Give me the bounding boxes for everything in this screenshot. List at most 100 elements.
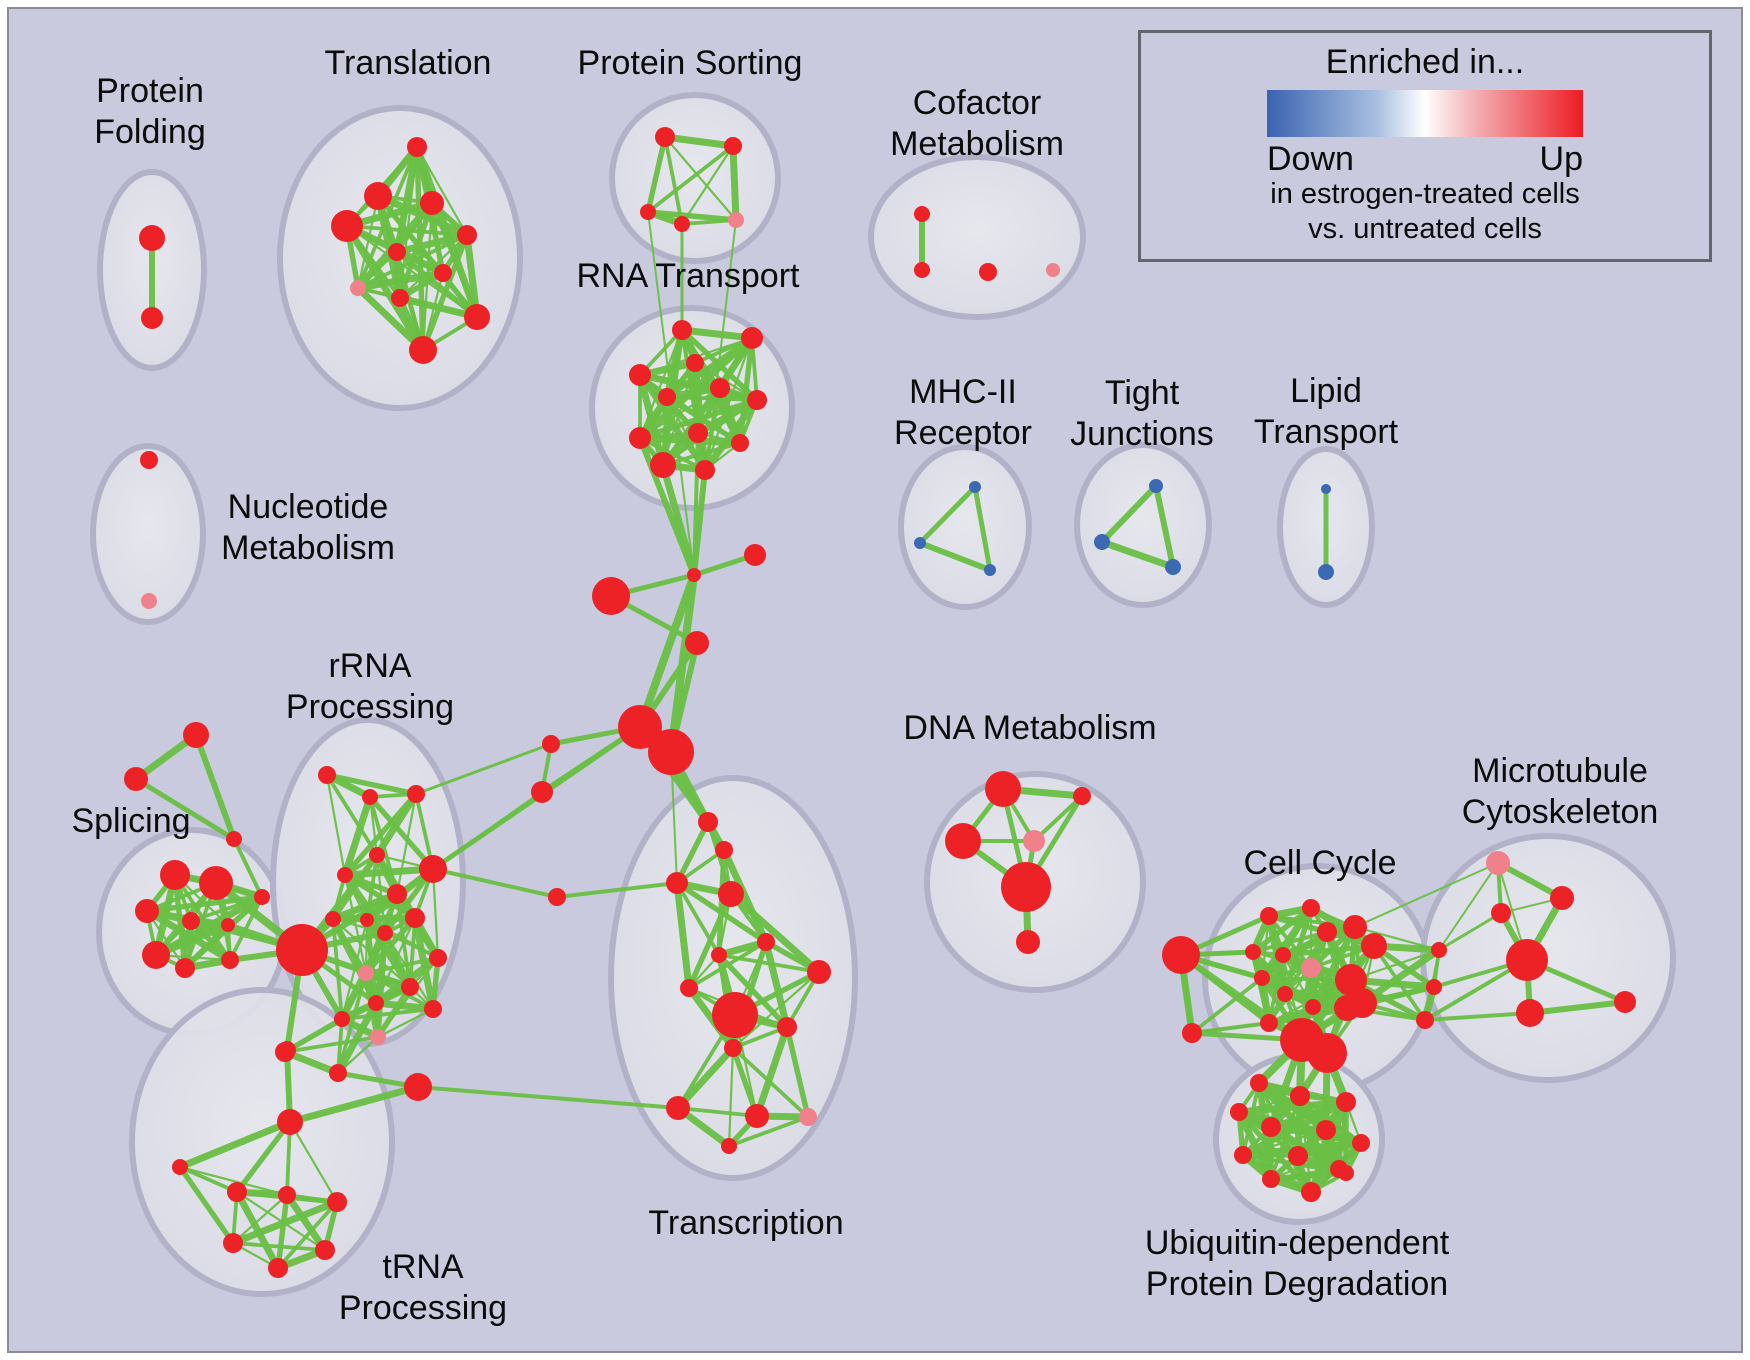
node[interactable] — [979, 263, 997, 281]
node[interactable] — [182, 912, 200, 930]
node[interactable] — [1361, 933, 1387, 959]
node[interactable] — [1245, 944, 1261, 960]
node[interactable] — [777, 1017, 797, 1037]
node[interactable] — [221, 918, 235, 932]
node[interactable] — [1352, 1134, 1370, 1152]
node[interactable] — [757, 933, 775, 951]
node[interactable] — [1335, 964, 1367, 996]
node[interactable] — [358, 965, 374, 981]
node[interactable] — [172, 1159, 188, 1175]
node[interactable] — [223, 1233, 243, 1253]
node[interactable] — [141, 307, 163, 329]
node[interactable] — [674, 216, 690, 232]
node[interactable] — [680, 979, 698, 997]
node[interactable] — [721, 1138, 737, 1154]
node[interactable] — [650, 452, 676, 478]
node[interactable] — [254, 889, 270, 905]
node[interactable] — [914, 206, 930, 222]
node[interactable] — [1277, 986, 1293, 1002]
node[interactable] — [531, 781, 553, 803]
node[interactable] — [183, 722, 209, 748]
node[interactable] — [1254, 970, 1270, 986]
node[interactable] — [724, 1039, 742, 1057]
node[interactable] — [731, 434, 749, 452]
node[interactable] — [1262, 1170, 1280, 1188]
node[interactable] — [401, 978, 419, 996]
node[interactable] — [391, 289, 409, 307]
node[interactable] — [1307, 1033, 1347, 1073]
node[interactable] — [405, 908, 425, 928]
node[interactable] — [227, 1182, 247, 1202]
node[interactable] — [404, 1073, 432, 1101]
node[interactable] — [1431, 942, 1447, 958]
node[interactable] — [1165, 559, 1181, 575]
node[interactable] — [277, 1109, 303, 1135]
node[interactable] — [686, 354, 704, 372]
node[interactable] — [160, 860, 190, 890]
node[interactable] — [799, 1108, 817, 1126]
node[interactable] — [199, 866, 233, 900]
node[interactable] — [140, 451, 158, 469]
node[interactable] — [362, 789, 378, 805]
node[interactable] — [672, 320, 692, 340]
node[interactable] — [666, 872, 688, 894]
node[interactable] — [429, 949, 447, 967]
node[interactable] — [640, 204, 656, 220]
node[interactable] — [407, 137, 427, 157]
node[interactable] — [1516, 999, 1544, 1027]
node[interactable] — [337, 867, 353, 883]
node[interactable] — [914, 262, 930, 278]
node[interactable] — [1336, 1092, 1356, 1112]
node[interactable] — [618, 705, 662, 749]
node[interactable] — [278, 1041, 296, 1059]
node[interactable] — [1317, 922, 1337, 942]
node[interactable] — [1261, 1117, 1281, 1137]
node[interactable] — [409, 336, 437, 364]
node[interactable] — [464, 304, 490, 330]
node[interactable] — [1260, 1014, 1278, 1032]
node[interactable] — [424, 1000, 442, 1018]
node[interactable] — [318, 766, 336, 784]
node[interactable] — [985, 771, 1021, 807]
node[interactable] — [1550, 886, 1574, 910]
node[interactable] — [687, 568, 701, 582]
node[interactable] — [712, 992, 758, 1038]
node[interactable] — [331, 210, 363, 242]
node[interactable] — [914, 537, 926, 549]
node[interactable] — [1250, 1074, 1268, 1092]
node[interactable] — [741, 327, 763, 349]
node[interactable] — [1301, 958, 1321, 978]
node[interactable] — [1230, 1103, 1248, 1121]
node[interactable] — [1073, 787, 1091, 805]
node[interactable] — [325, 911, 341, 927]
node[interactable] — [1321, 484, 1331, 494]
node[interactable] — [1302, 899, 1320, 917]
node[interactable] — [629, 427, 651, 449]
node[interactable] — [1338, 1165, 1354, 1181]
node[interactable] — [387, 884, 407, 904]
node[interactable] — [268, 1258, 288, 1278]
node[interactable] — [1162, 936, 1200, 974]
node[interactable] — [1416, 1011, 1434, 1029]
node[interactable] — [369, 847, 385, 863]
node[interactable] — [350, 280, 366, 296]
node[interactable] — [1275, 947, 1291, 963]
node[interactable] — [666, 1096, 690, 1120]
node[interactable] — [364, 182, 392, 210]
node[interactable] — [1334, 995, 1360, 1021]
node[interactable] — [1290, 1086, 1310, 1106]
node[interactable] — [1318, 564, 1334, 580]
node[interactable] — [745, 1104, 769, 1128]
node[interactable] — [715, 841, 733, 859]
node[interactable] — [360, 913, 374, 927]
node[interactable] — [135, 899, 159, 923]
node[interactable] — [1016, 930, 1040, 954]
node[interactable] — [1234, 1146, 1252, 1164]
node[interactable] — [655, 127, 675, 147]
node[interactable] — [142, 941, 170, 969]
node[interactable] — [278, 1186, 296, 1204]
node[interactable] — [710, 378, 730, 398]
node[interactable] — [685, 631, 709, 655]
node[interactable] — [420, 191, 444, 215]
node[interactable] — [1288, 1146, 1308, 1166]
